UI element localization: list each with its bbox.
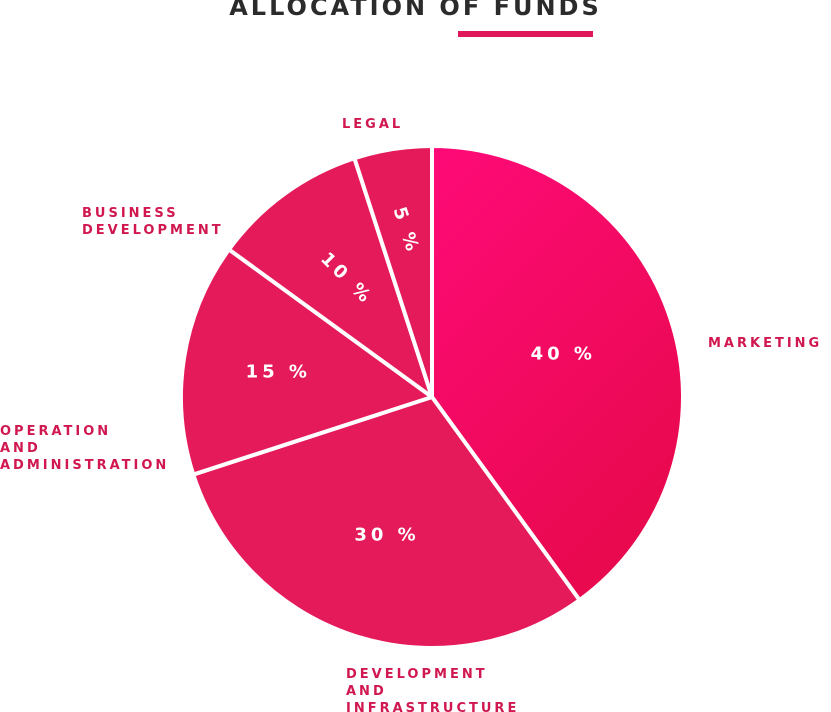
slice-percent-label: 40 %	[531, 343, 596, 364]
pie-slice-operation-and-administration	[179, 247, 434, 477]
slice-category-label: BUSINESS DEVELOPMENT	[82, 206, 224, 238]
slice-category-label: LEGAL	[342, 117, 403, 132]
slice-category-label: DEVELOPMENT AND INFRASTRUCTURE	[346, 667, 519, 712]
title-underline	[458, 31, 593, 37]
slice-percent-label: 15 %	[246, 362, 311, 383]
slice-category-label: MARKETING	[708, 336, 822, 351]
slice-percent-label: 30 %	[354, 524, 419, 545]
pie-slice-development-and-infrastructure	[191, 395, 582, 650]
chart-title: ALLOCATION OF FUNDS	[229, 0, 602, 21]
pie-slice-legal	[352, 144, 434, 399]
slice-category-label: OPERATION AND ADMINISTRATION	[0, 424, 169, 473]
pie-slice-marketing	[430, 144, 685, 603]
pie-slice-business-development	[226, 156, 434, 399]
